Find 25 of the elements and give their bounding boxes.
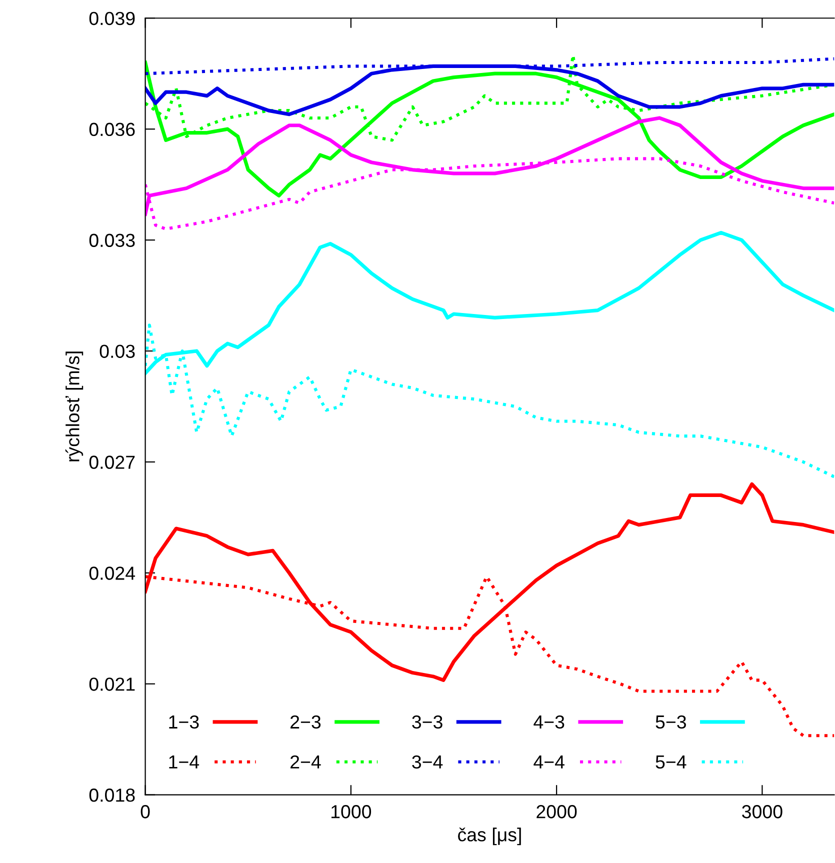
y-tick-label: 0.036 bbox=[89, 122, 135, 136]
x-axis-title: čas [μs] bbox=[458, 828, 521, 846]
y-tick-label: 0.039 bbox=[89, 12, 135, 26]
line-series bbox=[145, 60, 834, 198]
x-tick-label: 1000 bbox=[332, 805, 372, 818]
legend-label: 1−4 bbox=[169, 756, 200, 768]
y-tick-label: 0.033 bbox=[89, 234, 135, 248]
y-tick-label: 0.027 bbox=[89, 456, 135, 469]
y-tick-label: 0.018 bbox=[89, 788, 135, 802]
y-tick-label: 0.03 bbox=[100, 344, 135, 358]
legend-label: 2−4 bbox=[290, 755, 321, 768]
x-tick-label: 3000 bbox=[742, 805, 782, 818]
legend-label: 5−4 bbox=[656, 756, 686, 769]
y-axis-title: rýchlosť [m/s] bbox=[65, 352, 84, 462]
x-tick-label: 2000 bbox=[536, 805, 577, 818]
legend-label: 5−3 bbox=[656, 715, 686, 729]
legend-label: 3−3 bbox=[412, 715, 442, 729]
legend-label: 3−4 bbox=[412, 755, 443, 769]
legend-label: 2−3 bbox=[290, 715, 321, 729]
legend-label: 4−3 bbox=[534, 715, 564, 729]
y-tick-label: 0.021 bbox=[89, 678, 135, 691]
legend-label: 1−3 bbox=[169, 715, 199, 729]
y-tick-label: 0.024 bbox=[89, 566, 136, 580]
x-tick-label: 0 bbox=[140, 805, 150, 818]
legend-label: 4−4 bbox=[534, 756, 564, 768]
